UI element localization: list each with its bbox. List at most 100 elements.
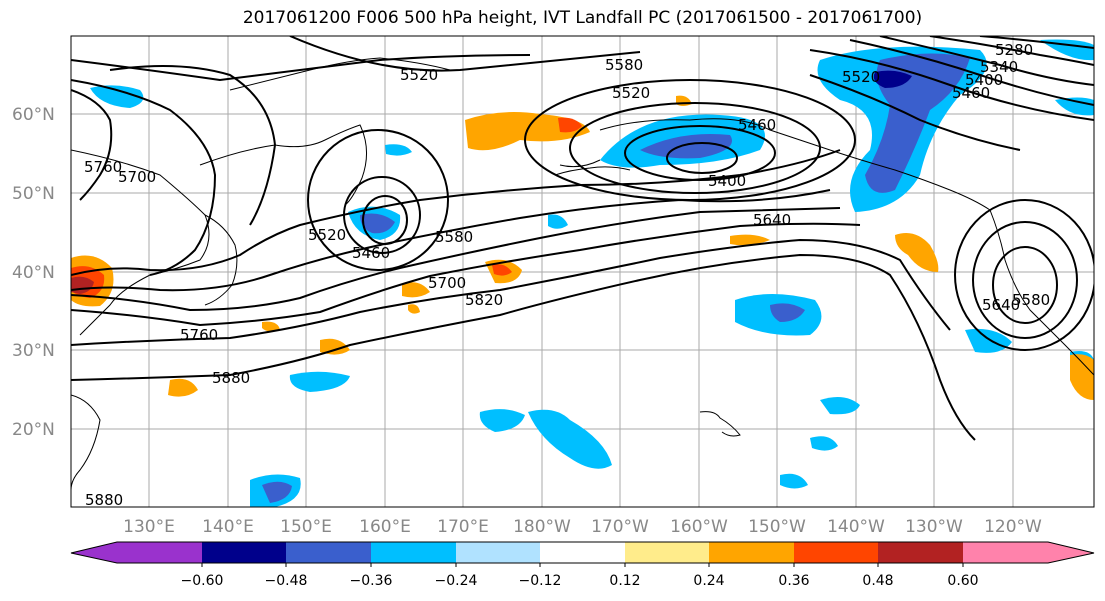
contour-ne-1 (809, 49, 1094, 121)
ivt-neg-sub1 (479, 409, 525, 432)
lon-label: 130°W (905, 517, 963, 537)
contour-label: 5520 (612, 84, 650, 102)
colorbar-tick-label: −0.36 (350, 573, 393, 589)
contour-ne-2 (849, 39, 1094, 106)
contour-label: 5460 (738, 116, 776, 134)
contour-label: 5880 (212, 369, 250, 387)
contour-5700 (71, 207, 841, 312)
contour-labels: 5520 5580 5520 5460 5400 5640 5580 5700 … (84, 41, 1050, 509)
lon-label: 160°W (670, 517, 728, 537)
colorbar-seg-2 (286, 542, 371, 563)
ivt-pos-central1-core (492, 264, 512, 276)
contour-low-alaska-outer (524, 79, 856, 201)
coastlines (71, 57, 1094, 491)
colorbar-tick-label: 0.12 (609, 573, 640, 589)
ivt-pos-small2 (408, 304, 420, 314)
map-border (70, 35, 1095, 508)
contour-low-calif-mid (972, 221, 1078, 339)
contour-low-calif-inner (992, 246, 1058, 324)
contour-low-kamchatka-outer (307, 129, 449, 271)
colorbar-tick-label: −0.48 (265, 573, 308, 589)
colorbar-seg-10 (963, 542, 1094, 563)
contour-label: 5880 (85, 491, 123, 509)
ivt-shading (71, 39, 1094, 507)
ivt-pos-mex (1070, 354, 1094, 400)
ivt-neg-alaska-core (640, 134, 732, 159)
ivt-pos-small1 (262, 321, 280, 332)
contour-label: 5400 (965, 71, 1003, 89)
ivt-neg-sub6-core (262, 481, 292, 503)
colorbar: −0.60 −0.48 −0.36 −0.24 −0.12 0.12 0.24 … (70, 541, 1095, 589)
ivt-neg-cw2 (548, 214, 568, 229)
ivt-neg-cw1 (385, 144, 412, 156)
contour-label: 5820 (465, 291, 503, 309)
contour-low-kamchatka-inner (362, 195, 408, 245)
contour-ne-5 (979, 36, 1094, 49)
contour-5880 (71, 253, 976, 441)
ivt-neg-westak (90, 85, 144, 108)
contour-low-alaska-mid (569, 102, 821, 194)
ivt-neg-bc-core (865, 53, 970, 193)
ivt-pos-central2 (402, 282, 430, 298)
lat-label: 60°N (12, 105, 55, 125)
lat-label: 30°N (12, 341, 55, 361)
ivt-neg-mid1-core (770, 303, 805, 322)
contour-low-alaska-core (666, 142, 738, 174)
contour-low-alaska-inner (624, 125, 776, 181)
map-title: 2017061200 F006 500 hPa height, IVT Land… (242, 8, 923, 28)
ivt-neg-bc-darkest (873, 70, 912, 88)
colorbar-seg-7 (709, 542, 794, 563)
latitude-labels: 60°N 50°N 40°N 30°N 20°N (12, 105, 55, 440)
contour-label: 5580 (605, 56, 643, 74)
ivt-pos-bering-core (558, 117, 582, 133)
colorbar-seg-4 (456, 542, 540, 563)
ivt-neg-sub3 (820, 396, 860, 415)
lon-label: 140°E (202, 517, 254, 537)
height-contours (71, 36, 1094, 441)
ivt-neg-sub2 (528, 409, 612, 469)
contour-asia-left (71, 89, 113, 201)
colorbar-seg-3 (371, 542, 456, 563)
contour-label: 5520 (308, 226, 346, 244)
contour-label: 5760 (180, 326, 218, 344)
lat-label: 20°N (12, 420, 55, 440)
contour-5520-main (71, 54, 531, 82)
contour-label: 5760 (84, 158, 122, 176)
contour-label: 5460 (352, 244, 390, 262)
ivt-pos-central6 (895, 232, 939, 272)
lat-label: 50°N (12, 184, 55, 204)
contour-western-lobe2 (109, 65, 277, 226)
lon-label: 140°W (827, 517, 885, 537)
ivt-neg-sub4 (810, 436, 838, 451)
contour-label: 5580 (1012, 291, 1050, 309)
contour-label: 5520 (400, 66, 438, 84)
ivt-neg-sub7 (780, 473, 808, 489)
ivt-neg-mid2 (289, 371, 350, 392)
colorbar-seg-8 (794, 542, 878, 563)
lon-label: 170°E (437, 517, 489, 537)
ivt-neg-ne-corner2 (1055, 97, 1094, 116)
colorbar-tick-label: 0.36 (778, 573, 809, 589)
ivt-pos-central4 (168, 378, 198, 397)
colorbar-tick-label: −0.60 (181, 573, 224, 589)
colorbar-seg-0 (71, 542, 202, 563)
contour-5820 (71, 238, 951, 346)
contour-label: 5280 (995, 41, 1033, 59)
contour-5760 (71, 222, 861, 327)
ivt-neg-sub5 (965, 328, 1012, 353)
colorbar-seg-5 (540, 542, 625, 563)
lon-label: 160°E (359, 517, 411, 537)
colorbar-seg-6 (625, 542, 709, 563)
colorbar-tick-label: −0.12 (519, 573, 562, 589)
contour-5580 (71, 149, 841, 276)
colorbar-tick-label: 0.48 (862, 573, 893, 589)
lon-label: 130°E (123, 517, 175, 537)
colorbar-tick-label: 0.60 (947, 573, 978, 589)
contour-label: 5520 (842, 68, 880, 86)
contour-ne-3 (879, 36, 1094, 86)
colorbar-tick-label: −0.24 (435, 573, 478, 589)
lon-label: 120°W (984, 517, 1042, 537)
colorbar-seg-1 (202, 542, 286, 563)
contour-label: 5400 (708, 172, 746, 190)
